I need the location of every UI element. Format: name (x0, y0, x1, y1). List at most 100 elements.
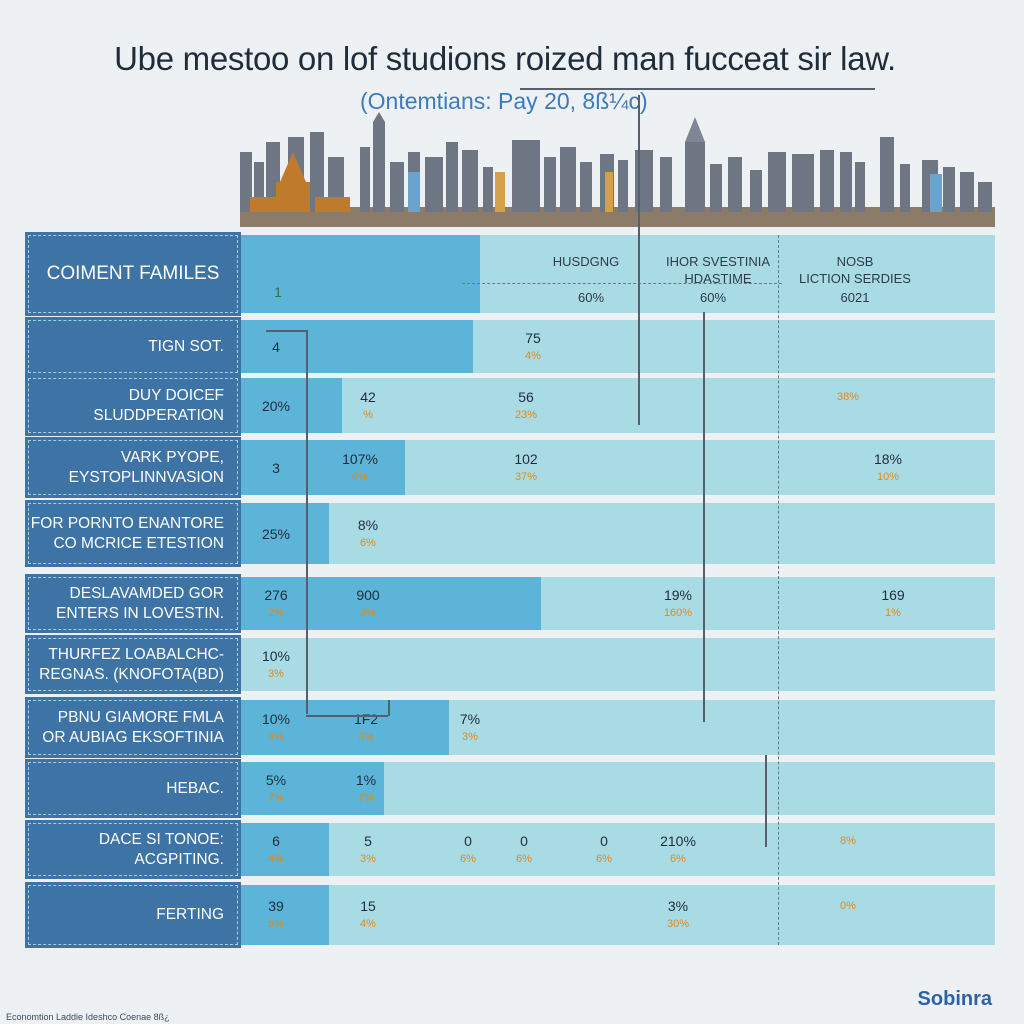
row-label-text: THURFEZ LOABALCHC- REGNAS. (KNOFOTA(BD) (39, 645, 224, 683)
cell-percent: 2% (268, 606, 284, 619)
row-bar (238, 700, 449, 755)
skyline-spire-left (373, 112, 385, 122)
row-bar (238, 885, 329, 945)
table-cell: 107% 6% (342, 450, 378, 486)
cell-percent: 1% (885, 606, 901, 619)
cell-value: 1% (355, 771, 377, 788)
connector-line (266, 330, 308, 332)
row-bar (238, 440, 405, 495)
cell-percent: 30% (666, 918, 690, 930)
table-cell: 1% 7% (356, 771, 376, 807)
table-row: PBNU GIAMORE FMLA OR AUBIAG EKSOFTINIA 10… (25, 697, 995, 758)
column-header: HUSDGNG (552, 254, 620, 269)
table-cell: 8% (840, 832, 856, 850)
table-cell: 0 6% (596, 832, 612, 868)
connector-line (765, 755, 767, 847)
table-cell: 39 5% (268, 897, 284, 933)
cell-percent: 0% (840, 900, 856, 912)
table-cell: 210% 6% (660, 832, 696, 868)
row-label-text: FERTING (156, 906, 224, 923)
cell-value: 0 (464, 832, 472, 849)
header-label: COIMENT FAMILES (25, 232, 241, 316)
row-label: PBNU GIAMORE FMLA OR AUBIAG EKSOFTINIA (25, 697, 241, 758)
row-bar (238, 378, 342, 433)
column-header: IHOR SVESTINIA HDASTIME (665, 254, 771, 286)
cell-value: 102 (514, 450, 538, 467)
data-table: COIMENT FAMILES 1 HUSDGNG 60% IHOR SVESTINIA… (25, 95, 995, 950)
cell-value: 19% (663, 586, 693, 603)
row-label-text: DESLAVAMDED GOR ENTERS IN LOVESTIN. (56, 584, 224, 622)
brand-logo-text: Sobinra (917, 988, 992, 1010)
cell-value: 5 (364, 832, 372, 849)
cell-value: 3 (272, 459, 280, 476)
cell-value: 8% (357, 516, 379, 533)
cell-value: 210% (660, 832, 696, 849)
cell-value: 42 (360, 388, 376, 405)
table-cell: 3 (272, 459, 280, 477)
cell-percent: 4% (525, 349, 541, 362)
cell-percent: 3% (360, 852, 376, 865)
cell-value: 5% (265, 771, 287, 788)
table-cell: 5% 7% (266, 771, 286, 807)
table-cell: 20% (262, 397, 290, 415)
column-header-value: 60% (577, 290, 605, 305)
cell-value: 3% (667, 898, 689, 914)
table-cell: 42% (360, 388, 376, 424)
table-cell: 102 37% (514, 450, 537, 486)
cell-value: 0 (600, 832, 608, 849)
header-first-cell: 1 (274, 283, 282, 301)
connector-line (638, 95, 640, 425)
table-cell: 276 2% (264, 586, 287, 622)
row-label: HEBAC. (25, 759, 241, 818)
table-cell: 10% 3% (262, 710, 290, 746)
cell-value: 169 (881, 586, 905, 603)
chart-subtitle: (Ontemtians: Pay 20, 8ß¼c) (360, 88, 648, 114)
cell-value: 56 (518, 388, 534, 405)
cell-value: 75 (525, 329, 541, 346)
table-cell: 18% 10% (874, 450, 902, 486)
row-label: FOR PORNTO ENANTORE CO MCRICE ETESTION (25, 500, 241, 567)
connector-line (388, 700, 390, 716)
cell-percent: 3% (360, 606, 376, 619)
table-row: FOR PORNTO ENANTORE CO MCRICE ETESTION 25… (25, 500, 995, 567)
cell-percent: 6% (670, 852, 686, 865)
table-row: FERTING 39 5% 15 4% 3% 30% 0% (25, 882, 995, 948)
row-label-text: FOR PORNTO ENANTORE CO MCRICE ETESTION (30, 514, 224, 552)
cell-value: 0 (520, 832, 528, 849)
table-cell: 0% (840, 897, 856, 915)
cell-percent: 23% (514, 408, 538, 421)
table-cell: 7% 3% (460, 710, 480, 746)
cell-percent: 3% (268, 667, 284, 680)
row-label: DACE SI TONOE: ACGPITING. (25, 820, 241, 879)
row-label: DUY DOICEF SLUDDPERATION (25, 375, 241, 436)
dashed-divider (778, 235, 779, 945)
cell-value: 10% (261, 710, 291, 727)
cell-percent: % (363, 408, 373, 421)
cell-value: 7% (459, 710, 481, 727)
connector-line (703, 312, 705, 722)
row-bar (238, 503, 329, 564)
column-header: NOSB LICTION SERDIES (799, 254, 911, 286)
table-cell: 169 1% (881, 586, 904, 622)
row-bar (238, 823, 329, 876)
table-row: DUY DOICEF SLUDDPERATION 20% 42% 56 23% 38% (25, 375, 995, 436)
column-header-value: 60% (699, 290, 727, 305)
table-row: TIGN SOT. 4 75 4% (25, 317, 995, 376)
cell-value: 18% (873, 450, 903, 467)
skyline-spire-right (685, 117, 705, 142)
row-label: TIGN SOT. (25, 317, 241, 376)
cell-value: 6 (272, 832, 280, 849)
table-cell: 15 4% (360, 897, 376, 933)
cell-percent: 3% (462, 730, 478, 743)
row-label: DESLAVAMDED GOR ENTERS IN LOVESTIN. (25, 574, 241, 633)
cell-value: 107% (342, 450, 378, 467)
connector-line (306, 715, 388, 717)
row-label-text: DUY DOICEF SLUDDPERATION (93, 386, 224, 424)
row-label-text: DACE SI TONOE: ACGPITING. (98, 830, 224, 868)
table-cell: 4 (272, 338, 280, 356)
cell-value: 1 (274, 284, 282, 300)
cell-value: 4 (272, 338, 280, 355)
table-cell: 19% 160% (664, 586, 692, 622)
cell-value: 900 (356, 586, 380, 603)
cell-value: 20% (261, 397, 291, 414)
